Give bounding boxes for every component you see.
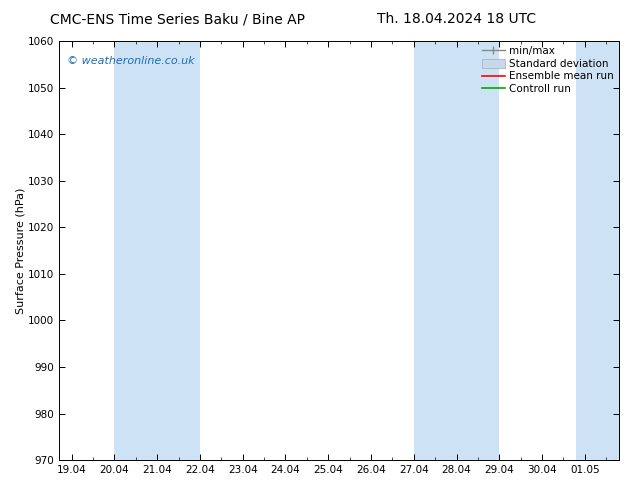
Bar bbox=[115, 41, 200, 460]
Legend: min/max, Standard deviation, Ensemble mean run, Controll run: min/max, Standard deviation, Ensemble me… bbox=[480, 44, 616, 96]
Y-axis label: Surface Pressure (hPa): Surface Pressure (hPa) bbox=[15, 187, 25, 314]
Text: © weatheronline.co.uk: © weatheronline.co.uk bbox=[67, 56, 195, 66]
Text: Th. 18.04.2024 18 UTC: Th. 18.04.2024 18 UTC bbox=[377, 12, 536, 26]
Bar bbox=[576, 41, 619, 460]
Bar bbox=[414, 41, 500, 460]
Text: CMC-ENS Time Series Baku / Bine AP: CMC-ENS Time Series Baku / Bine AP bbox=[50, 12, 305, 26]
